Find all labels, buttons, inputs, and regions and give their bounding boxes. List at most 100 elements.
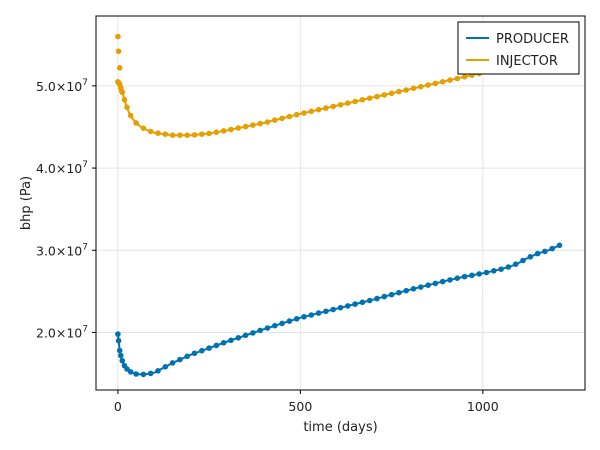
data-point-producer (556, 242, 563, 249)
y-tick-exponent: 7 (82, 78, 88, 88)
data-point-producer (293, 316, 300, 322)
data-point-injector (461, 74, 468, 80)
series-layer (115, 33, 563, 378)
data-point-producer (177, 356, 183, 363)
data-point-injector (286, 113, 293, 120)
data-point-injector (127, 112, 134, 119)
data-point-injector (115, 33, 121, 40)
data-point-producer (191, 350, 198, 357)
data-point-producer (323, 308, 329, 315)
x-tick-label: 1000 (467, 399, 499, 414)
data-point-producer (250, 330, 256, 336)
legend-box (457, 21, 580, 75)
y-tick-mantissa: 5.0×10 (36, 79, 82, 94)
y-tick-exponent: 7 (82, 242, 88, 252)
y-tick-exponent: 7 (82, 324, 88, 334)
data-point-producer (308, 312, 315, 318)
data-point-producer (410, 286, 417, 292)
data-point-injector (169, 132, 176, 138)
data-point-producer (301, 314, 307, 320)
data-point-injector (124, 104, 130, 110)
data-point-producer (235, 335, 242, 341)
data-point-producer (206, 345, 212, 351)
data-point-injector (418, 83, 424, 90)
data-point-injector (199, 131, 205, 137)
data-point-producer (286, 318, 293, 324)
x-tick-label: 0 (114, 399, 122, 414)
series-markers-producer (115, 242, 563, 378)
data-point-producer (491, 268, 497, 274)
y-axis-title: bhp (Pa) (19, 176, 34, 230)
x-tick-label: 500 (288, 399, 312, 414)
data-point-injector (388, 90, 395, 97)
data-point-producer (549, 245, 555, 252)
plot-area (96, 16, 585, 390)
legend: PRODUCER INJECTOR (457, 21, 580, 75)
data-point-producer (352, 301, 358, 307)
data-point-injector (264, 119, 271, 125)
data-point-producer (264, 325, 271, 331)
y-tick-mantissa: 3.0×10 (36, 243, 82, 258)
data-point-injector (242, 123, 249, 130)
data-point-producer (374, 295, 380, 302)
data-point-injector (206, 130, 212, 137)
data-point-injector (184, 132, 190, 138)
grid (96, 16, 585, 390)
data-point-injector (115, 48, 122, 55)
data-point-injector (257, 120, 264, 127)
series-markers-injector (115, 33, 483, 138)
data-point-injector (447, 77, 453, 83)
data-point-producer (279, 320, 285, 327)
data-point-injector (410, 85, 417, 92)
data-point-producer (169, 360, 176, 366)
data-point-producer (257, 327, 264, 334)
data-point-producer (228, 337, 234, 344)
data-point-producer (184, 353, 190, 360)
data-point-injector (374, 93, 380, 100)
data-point-producer (388, 291, 395, 298)
data-point-producer (396, 289, 402, 296)
data-point-producer (432, 280, 439, 287)
data-point-injector (213, 129, 220, 135)
data-point-producer (498, 266, 504, 273)
data-point-producer (418, 284, 424, 290)
y-tick-label: 3.0×107 (36, 242, 88, 258)
data-point-injector (330, 103, 337, 110)
data-point-producer (439, 278, 446, 285)
data-point-injector (352, 98, 358, 105)
data-point-producer (155, 368, 161, 374)
data-point-injector (345, 100, 351, 106)
data-point-producer (118, 352, 124, 359)
data-point-injector (133, 120, 139, 126)
data-point-injector (116, 65, 123, 71)
data-point-injector (228, 126, 234, 133)
data-point-injector (366, 95, 373, 101)
data-point-producer (520, 257, 526, 264)
data-point-producer (115, 337, 122, 344)
data-point-injector (315, 106, 322, 113)
data-point-producer (199, 347, 205, 354)
data-point-injector (147, 128, 154, 135)
data-point-injector (337, 102, 344, 108)
data-point-producer (330, 306, 337, 313)
data-point-producer (220, 340, 227, 346)
data-point-producer (527, 253, 534, 260)
data-point-producer (272, 322, 278, 329)
data-point-producer (483, 269, 490, 276)
data-point-injector (155, 130, 161, 136)
data-point-producer (315, 310, 322, 316)
data-point-injector (250, 122, 256, 128)
data-point-producer (461, 273, 468, 280)
data-point-injector (177, 132, 183, 138)
data-point-injector (403, 87, 410, 93)
y-tick-exponent: 7 (82, 160, 88, 170)
plot-frame (95, 15, 586, 391)
data-point-producer (381, 293, 388, 300)
data-point-injector (235, 125, 242, 131)
data-point-producer (127, 369, 134, 375)
data-point-injector (439, 79, 446, 85)
data-point-producer (337, 304, 344, 311)
y-tick-label: 2.0×107 (36, 324, 88, 340)
data-point-producer (366, 297, 373, 304)
data-point-injector (272, 117, 278, 123)
